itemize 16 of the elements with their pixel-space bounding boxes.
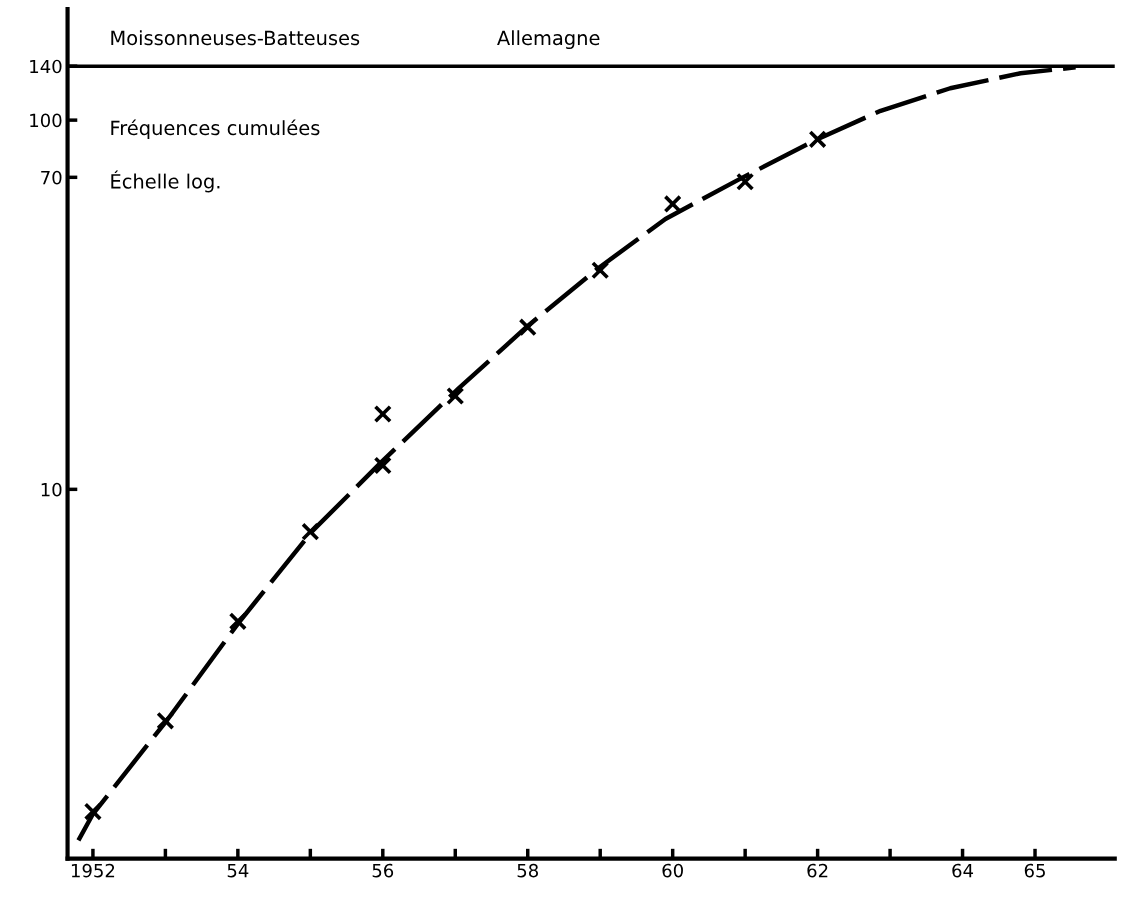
- x-tick-label: 1952: [71, 863, 115, 878]
- text: Moissonneuses-Batteuses: [111, 30, 360, 46]
- y-tick-label: 10: [41, 482, 62, 497]
- x-tick-label: 54: [227, 863, 249, 878]
- y-tick-label: 140: [30, 59, 62, 74]
- x-tick-label: 58: [517, 863, 538, 878]
- annotation: Fréquences cumulées: [111, 119, 320, 140]
- x-tick-label: 64: [952, 863, 974, 878]
- x-tick-label: 60: [662, 863, 683, 878]
- x-tick-label: 62: [807, 863, 828, 878]
- y-tick-label: 100: [30, 113, 62, 128]
- x-tick-label: 56: [372, 863, 394, 878]
- annotation: Échelle log.: [111, 170, 220, 193]
- x-tick-label: 65: [1024, 863, 1045, 878]
- y-tick-label: 70: [41, 170, 62, 185]
- text: Allemagne: [497, 30, 600, 50]
